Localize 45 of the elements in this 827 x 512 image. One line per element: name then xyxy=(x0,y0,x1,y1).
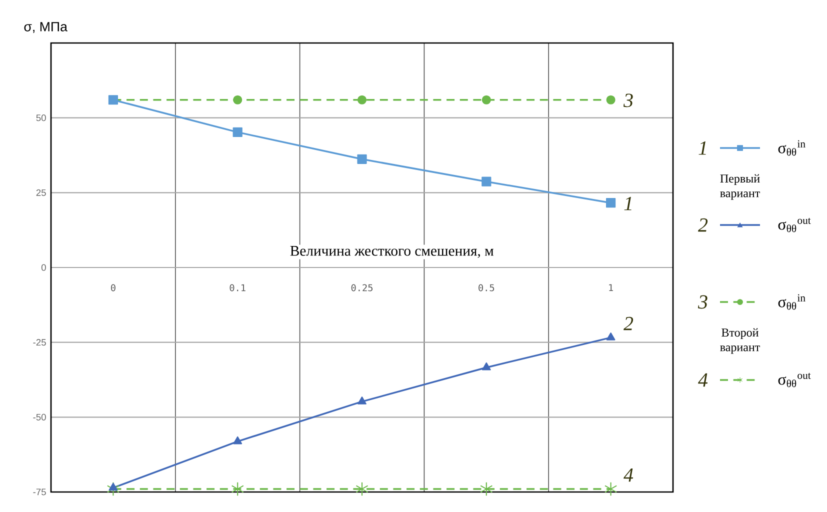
point xyxy=(357,95,367,104)
annotation: 4 xyxy=(624,468,634,482)
y-tick-label: 0 xyxy=(41,264,46,271)
y-tick-label: 50 xyxy=(36,114,46,122)
legend-label: σ$_{θθ}$out xyxy=(778,372,811,388)
point xyxy=(482,95,491,104)
point xyxy=(356,482,368,496)
x-tick-label: 1 xyxy=(609,284,613,292)
x-tick-label: 0.1 xyxy=(230,284,246,292)
point xyxy=(106,482,120,496)
point xyxy=(233,95,242,104)
point xyxy=(358,396,366,404)
legend-label: σ$_{θθ}$in xyxy=(778,294,806,310)
annotation: 1 xyxy=(624,196,632,210)
text: 2 xyxy=(698,218,708,232)
y-tick-label: 25 xyxy=(36,189,46,196)
y-tick-label: -75 xyxy=(33,488,46,496)
point xyxy=(233,436,242,444)
text: 4 xyxy=(698,373,708,387)
x-axis-title: Величина жесткого смешения, м xyxy=(290,246,494,258)
text: Первый вариант xyxy=(720,174,760,200)
point xyxy=(606,198,616,208)
point xyxy=(482,362,491,370)
annotation: 3 xyxy=(623,94,633,108)
y-tick-label: -25 xyxy=(33,339,46,346)
point xyxy=(606,95,616,104)
point xyxy=(482,176,492,186)
point xyxy=(232,127,242,137)
annotation: 2 xyxy=(624,316,634,330)
x-tick-label: 0.5 xyxy=(478,284,494,292)
point xyxy=(231,482,244,496)
legend-label: σ$_{θθ}$out xyxy=(778,218,811,232)
text: 1 xyxy=(698,141,706,155)
legend-label: σ$_{θθ}$in xyxy=(778,140,806,156)
point xyxy=(357,154,367,164)
x-tick-label: 0.25 xyxy=(351,284,372,292)
point xyxy=(108,482,118,491)
text: Второй вариант xyxy=(720,328,760,354)
text: 3 xyxy=(698,295,708,309)
y-axis-title: σ, МПа xyxy=(24,22,68,33)
point xyxy=(480,482,493,496)
point xyxy=(606,332,616,340)
x-tick-label: 0 xyxy=(111,284,116,292)
point xyxy=(604,482,618,496)
y-tick-label: -50 xyxy=(33,414,46,420)
